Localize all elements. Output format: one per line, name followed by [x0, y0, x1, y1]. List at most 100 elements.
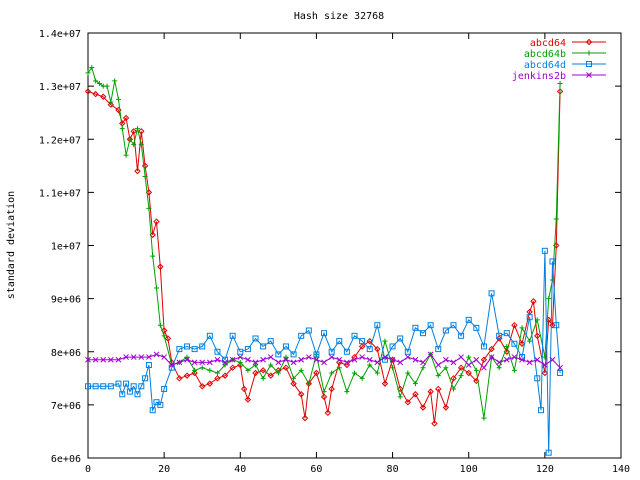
data-point	[390, 365, 396, 371]
x-tick-label: 100	[460, 464, 478, 475]
data-point	[586, 50, 592, 56]
data-point	[221, 372, 229, 379]
data-point	[336, 365, 342, 371]
data-point	[404, 399, 412, 406]
series-layer	[84, 65, 564, 456]
data-point	[138, 142, 144, 148]
data-point	[351, 356, 358, 363]
data-point	[343, 348, 350, 355]
data-point	[443, 356, 449, 363]
data-point	[275, 370, 281, 376]
legend-label: abcd64d	[524, 60, 566, 71]
data-point	[290, 359, 297, 366]
data-point	[85, 70, 91, 76]
data-point	[488, 345, 495, 353]
data-point	[160, 327, 168, 334]
data-point	[336, 356, 343, 363]
data-point	[496, 359, 503, 366]
data-point	[150, 253, 156, 259]
data-point	[184, 354, 190, 360]
data-point	[199, 383, 206, 390]
data-point	[85, 383, 91, 390]
data-point	[541, 369, 549, 377]
legend-label: abcd64b	[524, 49, 566, 60]
data-point	[119, 126, 125, 132]
data-point	[237, 348, 244, 355]
data-point	[495, 335, 503, 342]
axis-ticks: 0 20 40 60 80 100 120 140 6e+06 7e+06 8e+06 9e+06 1e…	[39, 29, 630, 475]
data-point	[366, 346, 373, 353]
data-point	[267, 354, 274, 360]
data-point	[275, 359, 282, 366]
data-point	[465, 316, 472, 323]
data-point	[108, 99, 114, 105]
y-axis-label: standard deviation	[6, 191, 17, 299]
data-point	[541, 247, 548, 254]
data-point	[283, 356, 289, 363]
data-point	[427, 322, 434, 329]
data-point	[397, 394, 403, 400]
legend-item-abcd64d: abcd64d	[524, 60, 606, 71]
legend-item-abcd64: abcd64	[530, 38, 606, 49]
data-point	[253, 362, 259, 368]
data-point	[328, 348, 335, 355]
data-point	[134, 391, 141, 398]
data-point	[504, 343, 510, 349]
data-point	[290, 380, 297, 387]
y-tick-label: 1e+07	[51, 242, 81, 253]
data-point	[126, 388, 133, 395]
data-point	[324, 409, 332, 417]
data-point	[222, 362, 228, 368]
data-point	[161, 354, 167, 360]
data-point	[267, 338, 274, 345]
data-point	[466, 354, 472, 360]
data-point	[252, 359, 259, 366]
data-point	[119, 391, 126, 398]
data-point	[526, 359, 533, 366]
chart-title: Hash size 32768	[294, 11, 384, 22]
data-point	[199, 359, 206, 366]
data-point	[503, 330, 510, 337]
data-point	[420, 330, 427, 337]
data-point	[442, 327, 449, 334]
data-point	[557, 80, 563, 86]
data-point	[100, 383, 107, 390]
data-point	[191, 359, 198, 366]
data-point	[176, 359, 183, 366]
data-point	[389, 356, 396, 363]
data-point	[183, 343, 190, 350]
data-point	[291, 375, 297, 381]
data-point	[503, 356, 510, 363]
data-point	[366, 337, 373, 345]
data-point	[420, 365, 426, 371]
data-point	[328, 385, 335, 393]
data-point	[107, 356, 114, 363]
data-point	[298, 356, 305, 363]
data-point	[134, 126, 140, 132]
legend-item-abcd64b: abcd64b	[524, 49, 606, 60]
data-point	[404, 354, 411, 360]
data-point	[130, 383, 137, 390]
y-tick-label: 1.2e+07	[39, 135, 81, 146]
data-point	[138, 354, 145, 360]
data-point	[427, 351, 434, 358]
data-point	[176, 375, 183, 382]
data-point	[123, 380, 130, 387]
series-jenkins2b	[85, 351, 563, 371]
data-point	[329, 370, 335, 376]
data-point	[545, 449, 552, 456]
data-point	[359, 375, 365, 381]
data-point	[245, 356, 251, 363]
data-point	[134, 167, 141, 175]
data-point	[164, 335, 172, 342]
data-point	[146, 354, 152, 360]
data-point	[290, 351, 297, 358]
data-point	[412, 324, 419, 331]
data-point	[389, 343, 396, 350]
data-point	[374, 322, 381, 329]
data-point	[199, 343, 206, 350]
data-point	[404, 348, 411, 355]
data-point	[481, 364, 487, 371]
data-point	[176, 346, 183, 353]
